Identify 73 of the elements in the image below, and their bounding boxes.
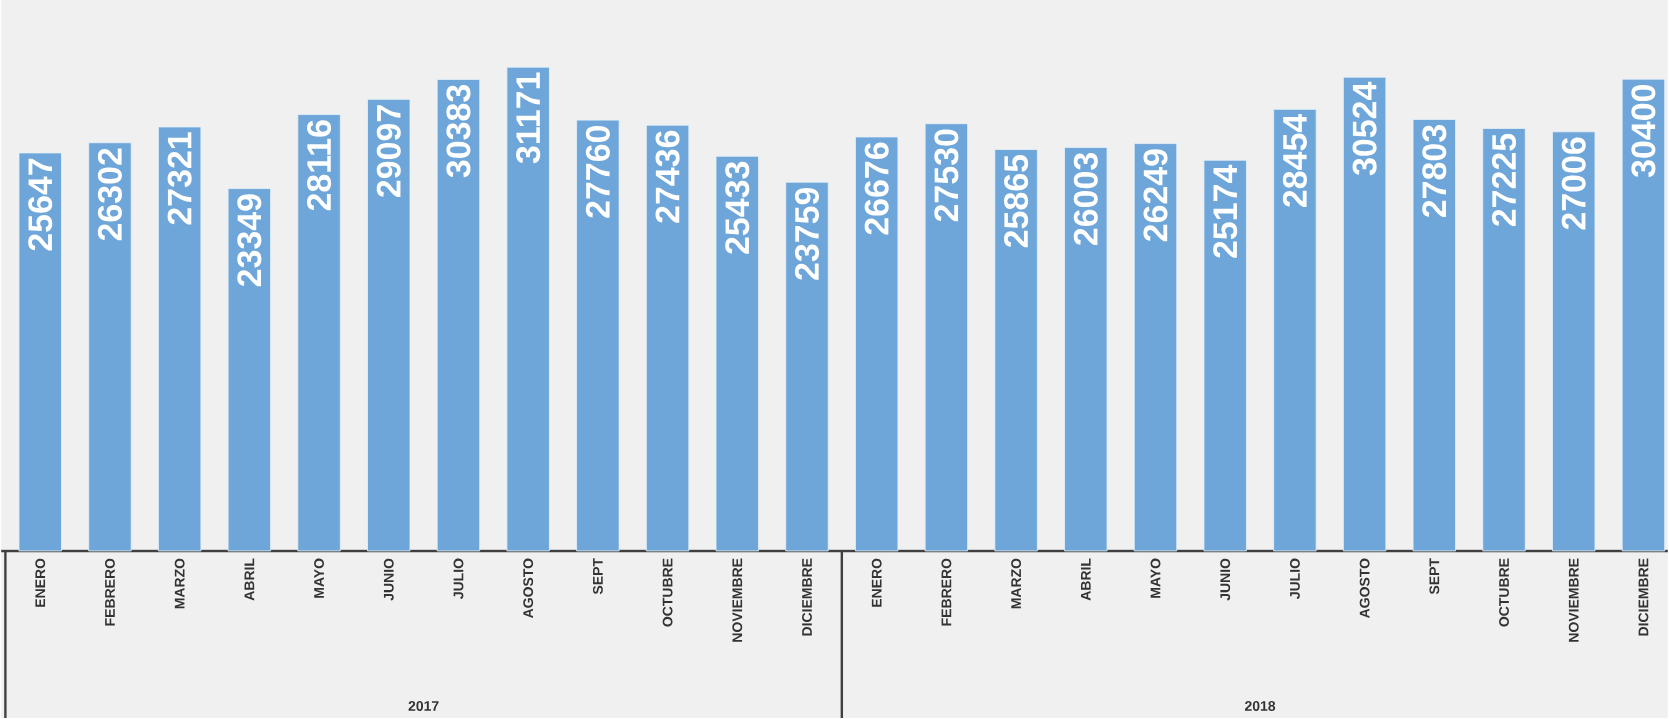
x-tick-label: MARZO	[1011, 558, 1022, 609]
bar	[1482, 127, 1526, 552]
data-label: 30383	[446, 84, 471, 178]
data-label: 27760	[585, 125, 610, 218]
bar	[18, 152, 62, 552]
bar	[1552, 131, 1596, 552]
data-label: 25865	[1004, 154, 1029, 248]
data-label: 27436	[655, 130, 680, 223]
x-tick-label: SEPT	[1429, 558, 1440, 595]
x-tick-label: AGOSTO	[523, 558, 534, 618]
data-label: 25433	[725, 161, 750, 254]
data-label: 26003	[1073, 152, 1098, 245]
bar	[367, 98, 411, 552]
data-label: 27803	[1422, 125, 1447, 217]
bar	[924, 123, 969, 552]
x-tick-label: OCTUBRE	[662, 558, 673, 627]
data-label: 25174	[1213, 164, 1238, 258]
x-tick-label: NOVIEMBRE	[1568, 558, 1579, 642]
text: 2018	[1244, 700, 1276, 711]
x-tick-label: FEBRERO	[941, 558, 952, 626]
data-label: 27321	[167, 132, 192, 225]
bar	[576, 119, 620, 552]
x-tick-label: JUNIO	[1220, 558, 1231, 601]
bar	[1133, 143, 1178, 552]
data-label: 27006	[1561, 137, 1586, 230]
x-tick-label: MAYO	[314, 558, 324, 598]
bar	[506, 66, 550, 552]
x-tick-label: ENERO	[871, 558, 882, 607]
x-tick-label: SEPT	[592, 558, 603, 595]
bar	[227, 188, 272, 552]
x-tick-label: JUNIO	[383, 558, 394, 601]
x-tick-label: ABRIL	[1080, 558, 1091, 601]
data-label: 23349	[237, 194, 262, 287]
x-tick-label: DICIEMBRE	[802, 558, 812, 636]
bar	[785, 181, 829, 552]
data-label: 30524	[1352, 81, 1377, 176]
x-tick-label: MARZO	[174, 558, 185, 609]
data-label: 28454	[1282, 113, 1307, 207]
bar	[645, 124, 690, 552]
x-tick-label: NOVIEMBRE	[732, 558, 743, 642]
bar	[1412, 118, 1456, 552]
x-tick-label: JULIO	[453, 558, 464, 599]
bar	[88, 142, 132, 552]
bar	[297, 114, 341, 552]
data-label: 26302	[97, 148, 122, 241]
data-label: 26676	[864, 142, 889, 235]
bar	[157, 126, 202, 552]
x-tick-label: OCTUBRE	[1499, 558, 1509, 627]
bar	[994, 149, 1038, 552]
bar	[1273, 108, 1317, 552]
bar	[855, 136, 899, 552]
x-tick-label: FEBRERO	[105, 558, 115, 626]
data-label: 23759	[794, 187, 820, 280]
bar	[715, 155, 759, 552]
text: 2017	[408, 700, 439, 711]
bar	[436, 78, 481, 552]
data-label: 25647	[28, 158, 53, 251]
bar	[1342, 76, 1387, 552]
bar	[1064, 146, 1108, 552]
x-tick-label: ENERO	[35, 558, 46, 607]
x-tick-label: JULIO	[1289, 558, 1300, 599]
x-tick-label: DICIEMBRE	[1638, 558, 1649, 636]
x-tick-label: AGOSTO	[1359, 558, 1370, 618]
data-label: 31171	[516, 72, 541, 164]
data-label: 27530	[934, 129, 959, 222]
x-tick-label: MAYO	[1150, 558, 1161, 598]
bar	[1203, 159, 1247, 552]
data-label: 28116	[307, 120, 332, 211]
data-label: 26249	[1143, 149, 1168, 242]
data-label: 29097	[376, 105, 401, 197]
x-tick-label: ABRIL	[244, 558, 255, 601]
data-label: 27225	[1492, 133, 1517, 226]
data-label: 30400	[1631, 84, 1656, 178]
